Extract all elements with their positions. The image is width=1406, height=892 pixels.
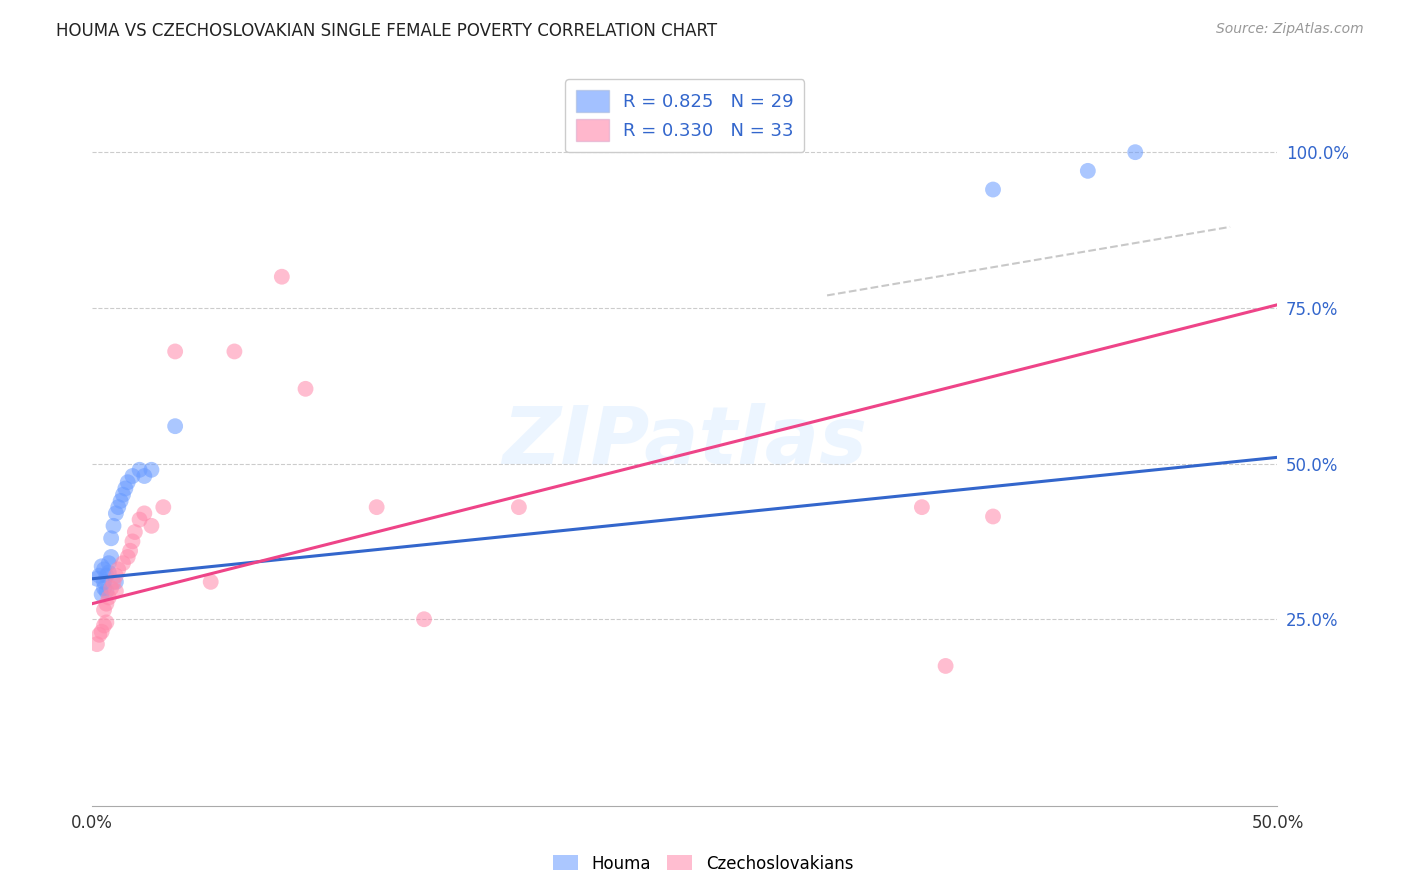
Point: [134, 507, 156, 521]
Point: [117, 475, 139, 490]
Point: [121, 534, 143, 549]
Point: [270, 269, 292, 284]
Point: [1123, 145, 1146, 160]
Point: [103, 518, 125, 533]
Point: [97, 566, 120, 580]
Point: [110, 494, 132, 508]
Point: [981, 182, 1004, 196]
Point: [100, 581, 122, 595]
Point: [124, 524, 146, 539]
Point: [128, 513, 150, 527]
Point: [96, 597, 118, 611]
Point: [100, 531, 122, 545]
Point: [1077, 164, 1099, 178]
Point: [93, 581, 115, 595]
Text: HOUMA VS CZECHOSLOVAKIAN SINGLE FEMALE POVERTY CORRELATION CHART: HOUMA VS CZECHOSLOVAKIAN SINGLE FEMALE P…: [56, 22, 717, 40]
Point: [224, 344, 246, 359]
Point: [104, 584, 127, 599]
Point: [86, 572, 108, 586]
Point: [120, 543, 142, 558]
Point: [117, 549, 139, 564]
Point: [294, 382, 316, 396]
Legend: R = 0.825   N = 29, R = 0.330   N = 33: R = 0.825 N = 29, R = 0.330 N = 33: [565, 79, 804, 153]
Point: [86, 637, 108, 651]
Point: [366, 500, 388, 515]
Point: [911, 500, 934, 515]
Point: [121, 469, 143, 483]
Point: [128, 463, 150, 477]
Point: [96, 568, 118, 582]
Point: [89, 568, 111, 582]
Point: [111, 488, 134, 502]
Point: [981, 509, 1004, 524]
Point: [93, 603, 115, 617]
Point: [93, 618, 115, 632]
Point: [141, 463, 163, 477]
Point: [111, 556, 134, 570]
Point: [104, 507, 127, 521]
Point: [141, 518, 163, 533]
Point: [97, 556, 120, 570]
Point: [114, 482, 136, 496]
Point: [90, 587, 112, 601]
Point: [103, 574, 125, 589]
Point: [100, 549, 122, 564]
Text: Source: ZipAtlas.com: Source: ZipAtlas.com: [1216, 22, 1364, 37]
Point: [104, 568, 127, 582]
Point: [90, 624, 112, 639]
Point: [93, 574, 115, 589]
Point: [152, 500, 174, 515]
Point: [97, 591, 120, 605]
Point: [107, 562, 129, 576]
Point: [508, 500, 530, 515]
Point: [96, 584, 118, 599]
Point: [104, 574, 127, 589]
Text: ZIPatlas: ZIPatlas: [502, 403, 868, 481]
Point: [200, 574, 222, 589]
Point: [90, 559, 112, 574]
Point: [134, 469, 156, 483]
Point: [89, 628, 111, 642]
Point: [413, 612, 436, 626]
Point: [96, 615, 118, 630]
Point: [93, 562, 115, 576]
Point: [165, 344, 187, 359]
Legend: Houma, Czechoslovakians: Houma, Czechoslovakians: [546, 848, 860, 880]
Point: [107, 500, 129, 515]
Point: [935, 659, 957, 673]
Point: [165, 419, 187, 434]
